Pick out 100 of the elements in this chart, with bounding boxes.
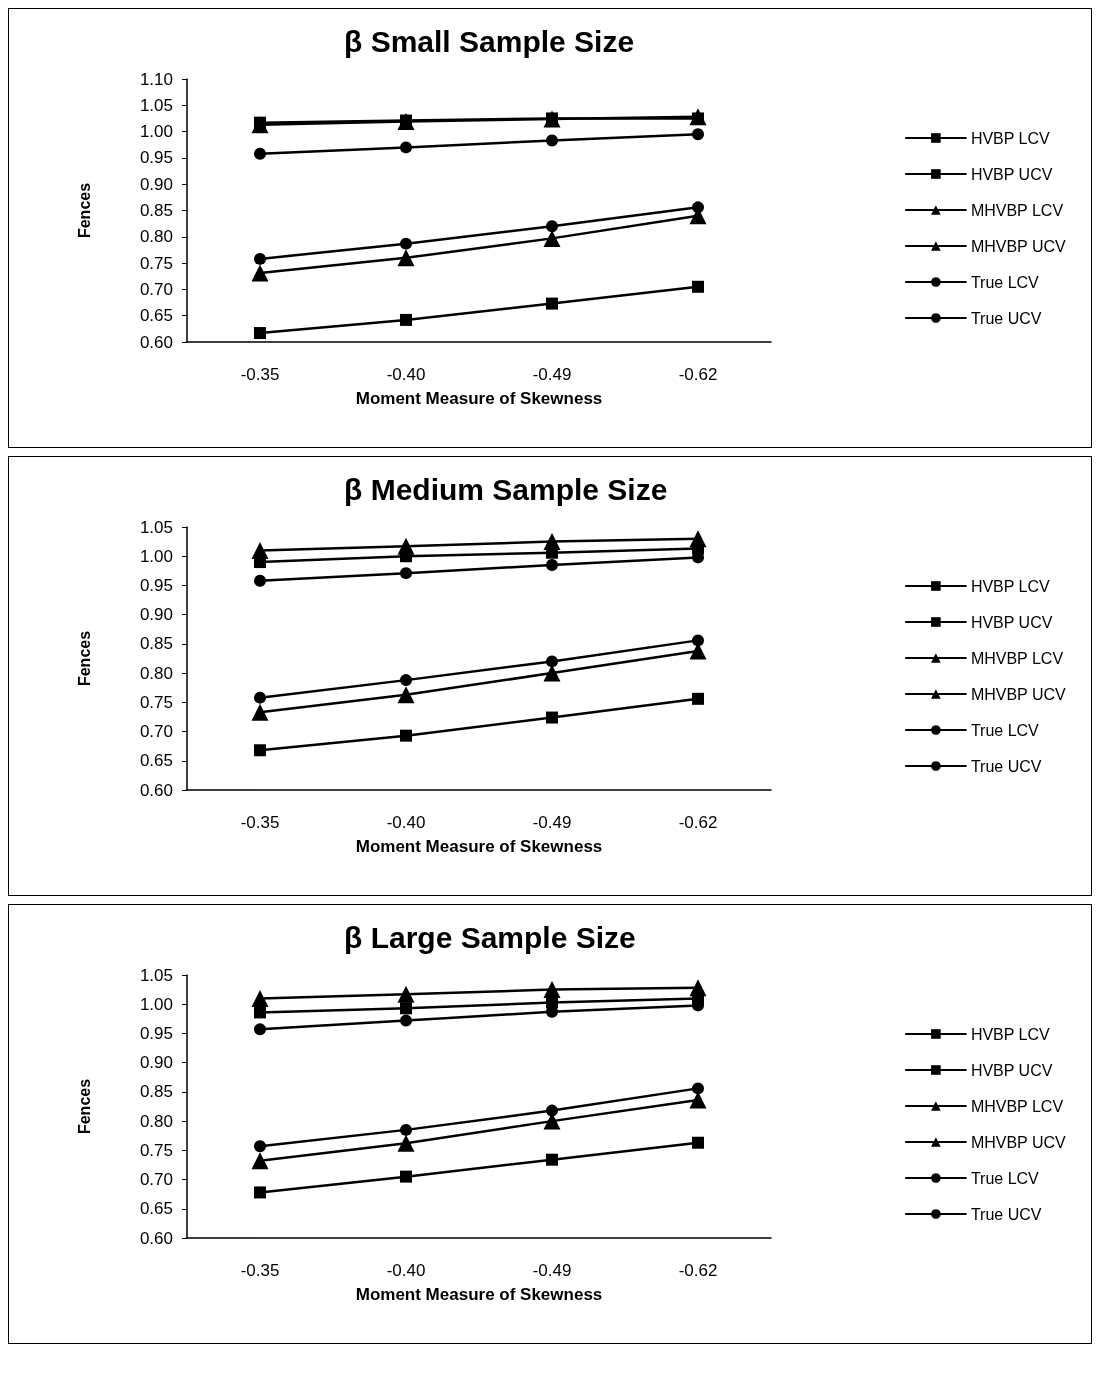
y-tick-label: 0.85 — [139, 1082, 173, 1102]
x-axis-title: Moment Measure of Skewness — [355, 389, 603, 408]
legend-label: MHVBP UCV — [970, 685, 1067, 703]
point — [692, 1136, 704, 1149]
y-tick-label: 1.05 — [139, 95, 173, 115]
x-axis-title: Moment Measure of Skewness — [355, 1285, 603, 1304]
point — [254, 1006, 266, 1019]
y-tick-label: 0.75 — [139, 692, 173, 712]
point — [397, 113, 415, 131]
point — [254, 252, 266, 265]
y-tick-label: 0.90 — [139, 605, 173, 625]
legend-label: HVBP UCV — [970, 165, 1053, 183]
point — [254, 744, 266, 757]
y-tick-label: 0.85 — [139, 201, 173, 220]
point — [254, 1023, 266, 1036]
chart-title: β Medium Sample Size — [344, 472, 668, 506]
y-tick-label: 0.90 — [139, 174, 173, 194]
y-tick-label: 0.75 — [139, 253, 173, 273]
point — [689, 108, 707, 126]
point — [254, 147, 266, 160]
x-tick-label: -0.62 — [678, 813, 718, 832]
x-tick-label: -0.49 — [532, 365, 572, 384]
x-tick-label: -0.49 — [532, 1261, 572, 1280]
point — [254, 691, 266, 704]
legend-label: HVBP LCV — [970, 577, 1051, 595]
point — [397, 537, 415, 555]
point — [400, 1170, 412, 1183]
point — [689, 979, 707, 997]
point — [546, 558, 558, 571]
point — [400, 237, 412, 250]
legend-label: HVBP LCV — [970, 129, 1051, 147]
point — [546, 297, 558, 310]
legend-label: True UCV — [970, 757, 1042, 775]
point — [400, 1014, 412, 1027]
x-tick-label: -0.35 — [240, 365, 280, 384]
point — [251, 264, 269, 282]
y-tick-label: 1.00 — [139, 122, 173, 142]
y-tick-label: 0.65 — [139, 1199, 173, 1219]
point — [251, 989, 269, 1007]
point — [251, 116, 269, 134]
y-tick-label: 0.70 — [139, 279, 173, 299]
point — [254, 1140, 266, 1153]
y-tick-label: 0.60 — [139, 332, 173, 352]
point — [546, 220, 558, 233]
point — [692, 128, 704, 141]
point — [254, 574, 266, 587]
y-tick-label: 0.80 — [139, 1111, 173, 1131]
y-tick-label: 1.05 — [139, 965, 173, 985]
point — [400, 729, 412, 742]
legend-label: True LCV — [970, 273, 1040, 291]
x-axis-title: Moment Measure of Skewness — [355, 837, 603, 856]
point — [400, 1123, 412, 1136]
y-tick-label: 0.85 — [139, 634, 173, 654]
y-tick-label: 0.80 — [139, 227, 173, 247]
point — [400, 1002, 412, 1015]
point — [400, 674, 412, 687]
y-tick-label: 0.95 — [139, 575, 173, 595]
legend-label: MHVBP UCV — [970, 237, 1067, 255]
y-tick-label: 0.80 — [139, 663, 173, 683]
chart-title: β Large Sample Size — [344, 920, 636, 954]
y-axis-title: Fences — [75, 182, 93, 239]
x-tick-label: -0.40 — [386, 365, 426, 384]
x-tick-label: -0.49 — [532, 813, 572, 832]
point — [543, 533, 561, 551]
point — [546, 134, 558, 147]
point — [254, 327, 266, 340]
legend-label: MHVBP LCV — [970, 201, 1064, 219]
point — [254, 1186, 266, 1199]
point — [251, 703, 269, 721]
point — [546, 711, 558, 724]
point — [397, 686, 415, 704]
point — [251, 1152, 269, 1170]
point — [400, 313, 412, 326]
y-tick-label: 0.60 — [139, 1228, 173, 1248]
y-tick-label: 0.65 — [139, 751, 173, 771]
legend-label: HVBP UCV — [970, 613, 1053, 631]
point — [689, 530, 707, 548]
point — [692, 1082, 704, 1095]
y-axis-title: Fences — [75, 630, 93, 687]
point — [546, 1104, 558, 1117]
point — [397, 1134, 415, 1152]
x-tick-label: -0.62 — [678, 1261, 718, 1280]
x-tick-label: -0.40 — [386, 813, 426, 832]
y-tick-label: 0.65 — [139, 306, 173, 326]
point — [251, 541, 269, 559]
x-tick-label: -0.40 — [386, 1261, 426, 1280]
y-tick-label: 0.95 — [139, 148, 173, 168]
point — [400, 567, 412, 580]
y-axis-title: Fences — [75, 1078, 93, 1135]
chart-title: β Small Sample Size — [344, 24, 635, 58]
y-tick-label: 1.00 — [139, 994, 173, 1014]
legend-label: HVBP UCV — [970, 1061, 1053, 1079]
x-tick-label: -0.62 — [678, 365, 718, 384]
y-tick-label: 1.05 — [139, 517, 173, 537]
point — [692, 692, 704, 705]
point — [397, 249, 415, 267]
point — [692, 201, 704, 214]
point — [692, 634, 704, 647]
point — [692, 280, 704, 293]
y-tick-label: 1.00 — [139, 546, 173, 566]
